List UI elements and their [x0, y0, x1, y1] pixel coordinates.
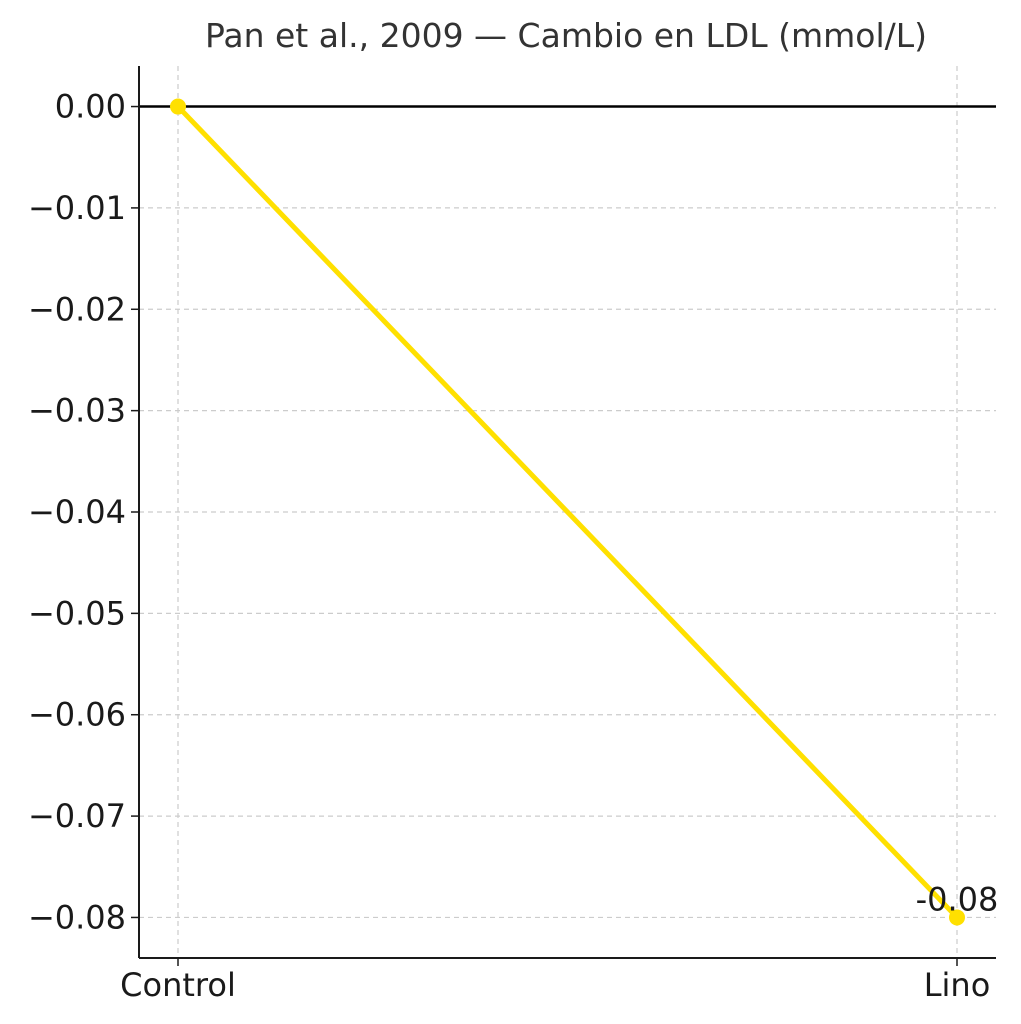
y-tick-label: −0.04 — [28, 493, 126, 531]
series-line — [175, 104, 960, 920]
labels-layer: -0.08 — [916, 880, 999, 918]
y-tick-label: −0.02 — [28, 290, 126, 328]
y-tick-label: −0.07 — [28, 797, 126, 835]
y-tick-label: −0.01 — [28, 189, 126, 227]
data-label: -0.08 — [916, 880, 999, 918]
data-point-control — [170, 98, 186, 115]
chart-title: Pan et al., 2009 — Cambio en LDL (mmol/L… — [205, 16, 927, 55]
y-tick-label: −0.03 — [28, 392, 126, 430]
x-tick-label-lino: Lino — [924, 966, 991, 1004]
y-tick-label: −0.05 — [28, 594, 126, 632]
data-point-lino — [949, 909, 965, 926]
y-tick-label: 0.00 — [55, 88, 126, 126]
axes-layer: 0.00 −0.01 −0.02 −0.03 −0.04 −0.05 −0.06 −0.07 −… — [28, 66, 996, 1004]
y-tick-label: −0.08 — [28, 898, 126, 936]
x-tick-label-control: Control — [120, 966, 236, 1004]
y-tick-label: −0.06 — [28, 696, 126, 734]
series-layer — [170, 98, 965, 926]
